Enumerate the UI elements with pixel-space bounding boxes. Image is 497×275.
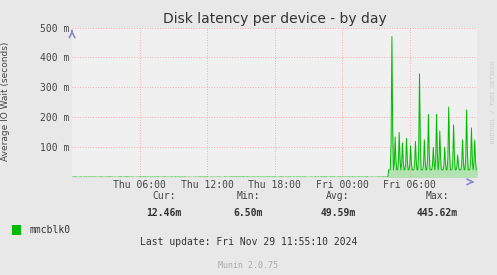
Text: Munin 2.0.75: Munin 2.0.75: [219, 261, 278, 270]
Text: Min:: Min:: [237, 191, 260, 201]
Text: Avg:: Avg:: [326, 191, 350, 201]
Text: mmcblk0: mmcblk0: [30, 225, 71, 235]
Text: 49.59m: 49.59m: [321, 208, 355, 218]
Text: Max:: Max:: [425, 191, 449, 201]
Text: 12.46m: 12.46m: [147, 208, 181, 218]
Text: 6.50m: 6.50m: [234, 208, 263, 218]
Text: Cur:: Cur:: [152, 191, 176, 201]
Text: Last update: Fri Nov 29 11:55:10 2024: Last update: Fri Nov 29 11:55:10 2024: [140, 237, 357, 247]
Text: RRDTOOL / TOBI OETIKER: RRDTOOL / TOBI OETIKER: [491, 60, 496, 143]
Title: Disk latency per device - by day: Disk latency per device - by day: [163, 12, 387, 26]
Text: Average IO Wait (seconds): Average IO Wait (seconds): [1, 42, 10, 161]
Text: 445.62m: 445.62m: [417, 208, 458, 218]
